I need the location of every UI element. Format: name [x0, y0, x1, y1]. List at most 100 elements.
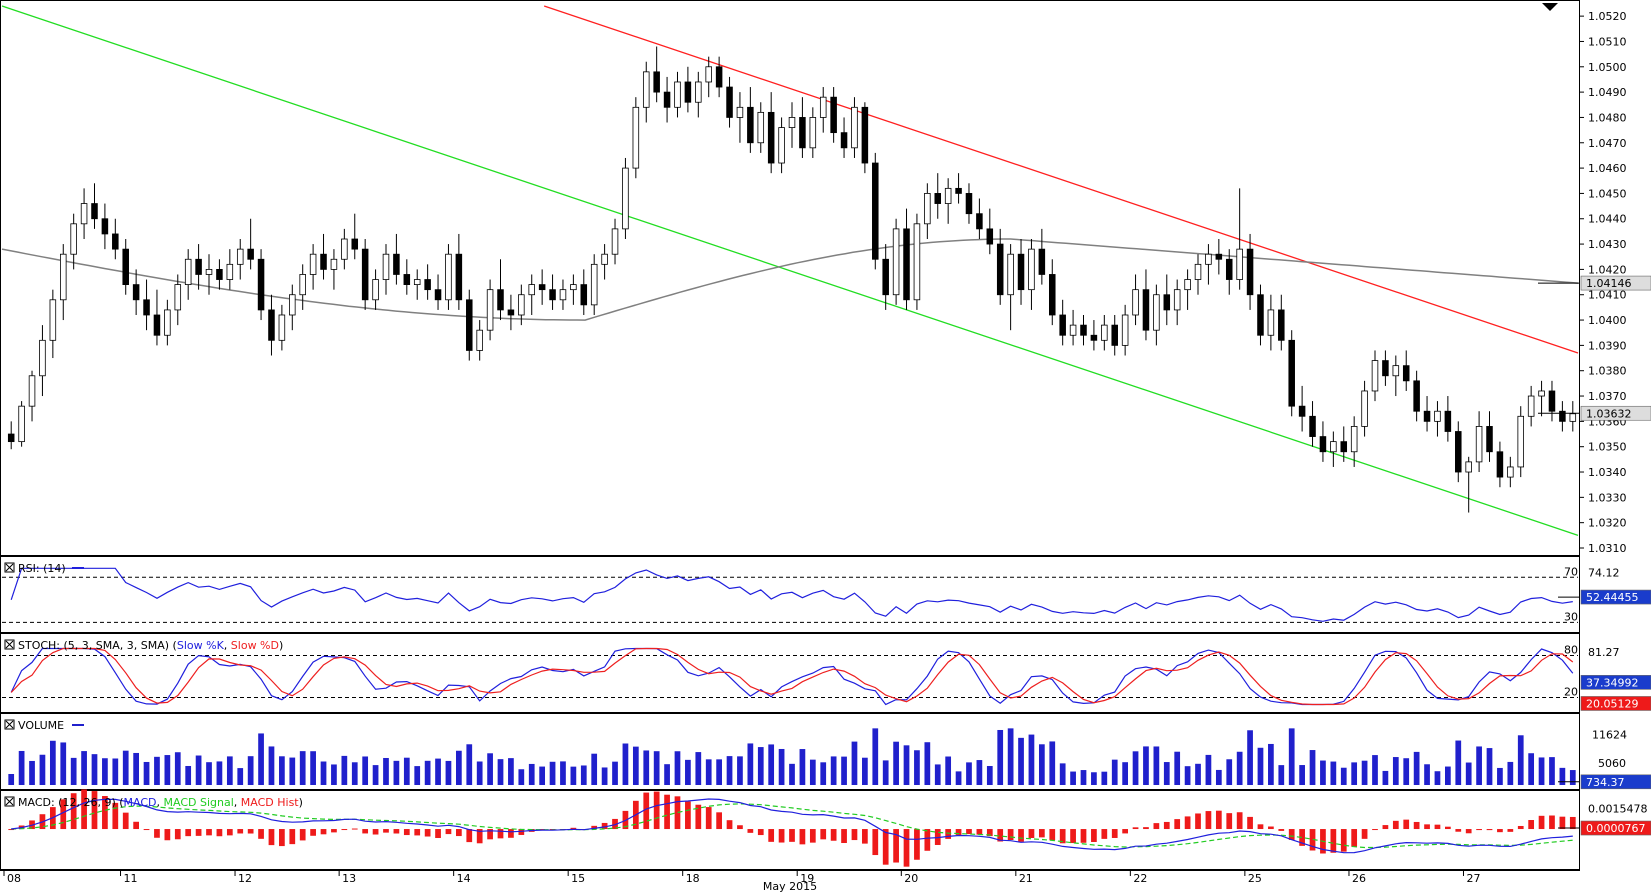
macd-label-sep1: , [157, 796, 164, 809]
stoch-level-label: 80 [1564, 644, 1578, 657]
macd-hist-bar [164, 829, 171, 841]
volume-bar [414, 766, 421, 785]
time-tick-label: 20 [904, 872, 918, 885]
candle [1423, 396, 1431, 432]
volume-bar [539, 766, 546, 785]
volume-bar [747, 743, 754, 785]
volume-bar [133, 752, 139, 785]
candle-bear [684, 81, 692, 103]
stoch-label-prefix: STOCH: (5, 3, SMA, 3, SMA) ( [18, 639, 177, 652]
candle [351, 213, 359, 260]
candle [684, 66, 692, 113]
volume-bar [435, 758, 441, 785]
price-tick-label: 1.0320 [1588, 517, 1627, 530]
rsi-current-badge-text: 52.44455 [1586, 591, 1639, 604]
macd-hist-bar [226, 829, 233, 836]
volume-bar [924, 742, 931, 785]
volume-bar [341, 755, 348, 785]
candle [7, 421, 15, 450]
time-tick-label: 19 [800, 872, 814, 885]
volume-bar [757, 747, 764, 785]
candle [736, 92, 744, 143]
candle [1538, 380, 1545, 417]
candle [1205, 244, 1212, 285]
candle [226, 249, 234, 290]
macd-hist-bar [1528, 820, 1535, 830]
macd-hist-bar [986, 829, 993, 837]
candle-bull [59, 253, 67, 301]
candle-bear [1382, 360, 1389, 377]
candle-bull [1330, 441, 1337, 453]
macd-hist-bar [1268, 826, 1274, 830]
volume-bar [122, 750, 129, 785]
volume-bar [508, 758, 514, 785]
candle-bear [1017, 253, 1025, 291]
macd-hist-bar [1143, 827, 1149, 830]
candle [268, 294, 275, 356]
candle [320, 233, 327, 280]
stoch-slow-k-label: Slow %K [177, 639, 225, 652]
candle [299, 264, 306, 310]
macd-hist-bar [1288, 829, 1295, 840]
candle [122, 239, 129, 295]
volume-tick-label: 11624 [1592, 728, 1627, 741]
rsi-tick-label: 74.12 [1588, 567, 1620, 580]
volume-bar [1351, 762, 1358, 785]
volume-bar [1330, 761, 1337, 785]
candle-bull [1371, 360, 1379, 392]
price-tick-label: 1.0510 [1588, 35, 1627, 48]
macd-hist-bar [1559, 816, 1566, 830]
macd-hist-bar [1413, 821, 1420, 830]
candle [466, 289, 473, 361]
candle-bull [518, 294, 525, 316]
candle [570, 274, 577, 305]
macd-macd-label: MACD [124, 796, 157, 809]
volume-bar [81, 751, 87, 785]
candle-bull [1350, 426, 1358, 453]
macd-hist-bar [1059, 829, 1066, 844]
macd-hist-bar [1247, 816, 1253, 830]
volume-bar [362, 756, 369, 785]
volume-bar [1320, 760, 1326, 785]
macd-hist-bar [1549, 815, 1555, 830]
candle-bull [809, 117, 817, 149]
price-axis: 1.0520 1.0510 1.0500 1.0490 1.0480 1.0470 1.04… [1538, 10, 1651, 555]
candle-bull [174, 284, 182, 311]
macd-hist-bar [1465, 829, 1472, 834]
macd-hist-bar [1569, 816, 1576, 830]
candle-bear [91, 203, 98, 220]
volume-bar [29, 760, 35, 785]
price-tick-label: 1.0460 [1588, 162, 1627, 175]
macd-hist-bar [383, 829, 389, 833]
candle [1142, 269, 1150, 341]
candle-bear [1215, 253, 1223, 260]
time-tick-label: 15 [571, 872, 585, 885]
candle [632, 97, 640, 179]
macd-hist-bar [1340, 829, 1347, 852]
volume-bar [1007, 728, 1014, 785]
candle [809, 107, 817, 158]
candle [1350, 416, 1358, 467]
candle-bull [299, 274, 306, 296]
candle [851, 97, 858, 158]
candle [1236, 188, 1243, 290]
volume-bar [279, 756, 285, 785]
volume-bar [1569, 770, 1576, 785]
volume-bar [226, 756, 233, 785]
candle-bear [1413, 380, 1420, 412]
macd-hist-bar [91, 791, 98, 830]
macd-hist-bar [643, 792, 650, 830]
candle-bear [934, 193, 942, 204]
candle [1246, 233, 1254, 310]
rsi-plot: 74.12 70 30 52.44455 [2, 565, 1651, 623]
macd-current-badge-bg [1580, 820, 1651, 836]
candle-bear [861, 106, 869, 164]
candle-bear [393, 253, 400, 275]
volume-bar [143, 761, 150, 785]
panel-menu-icon[interactable] [1542, 3, 1558, 11]
macd-hist-bar [279, 829, 285, 847]
trendline-resistance [543, 5, 1579, 354]
time-tick-label: 11 [124, 872, 138, 885]
macd-hist-bar [841, 829, 847, 844]
price-tick-label: 1.0380 [1588, 365, 1627, 378]
